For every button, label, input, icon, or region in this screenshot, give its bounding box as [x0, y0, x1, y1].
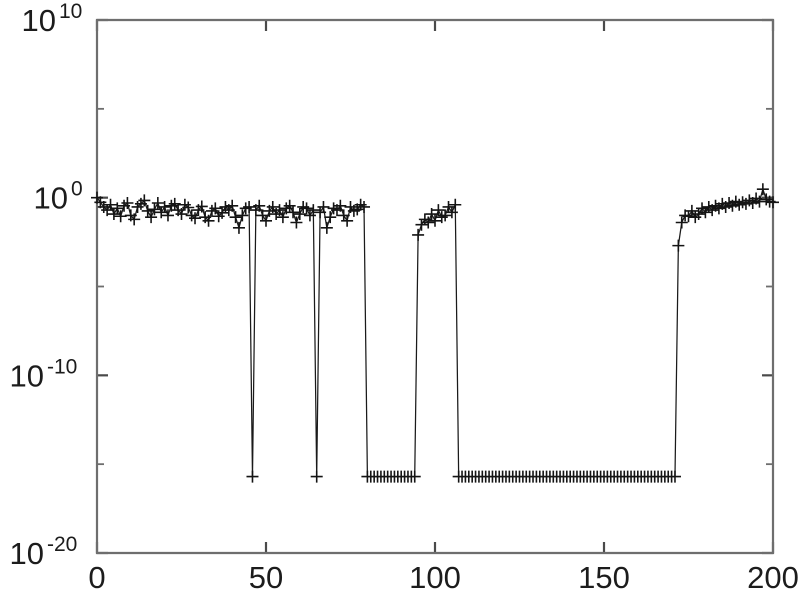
y-tick-mantissa: 10	[10, 536, 44, 571]
x-tick-label: 50	[249, 560, 283, 595]
x-tick-label: 150	[578, 560, 630, 595]
y-tick-exponent: -10	[47, 355, 77, 378]
y-tick-mantissa: 10	[22, 3, 56, 38]
y-tick-exponent: 0	[71, 178, 83, 201]
y-tick-mantissa: 10	[10, 358, 44, 393]
data-series-markers	[91, 183, 779, 483]
marker-plus-group	[91, 183, 779, 483]
y-tick-exponent: 10	[59, 0, 82, 23]
x-tick-label: 200	[747, 560, 799, 595]
y-tick-mantissa: 10	[34, 181, 68, 216]
x-tick-label: 100	[409, 560, 461, 595]
x-axis-tick-labels: 0 50 100 150 200	[88, 560, 798, 595]
y-tick-exponent: -20	[47, 533, 77, 556]
axis-frame	[95, 18, 775, 555]
x-tick-label: 0	[88, 560, 105, 595]
y-axis-minor-ticks	[97, 107, 773, 466]
